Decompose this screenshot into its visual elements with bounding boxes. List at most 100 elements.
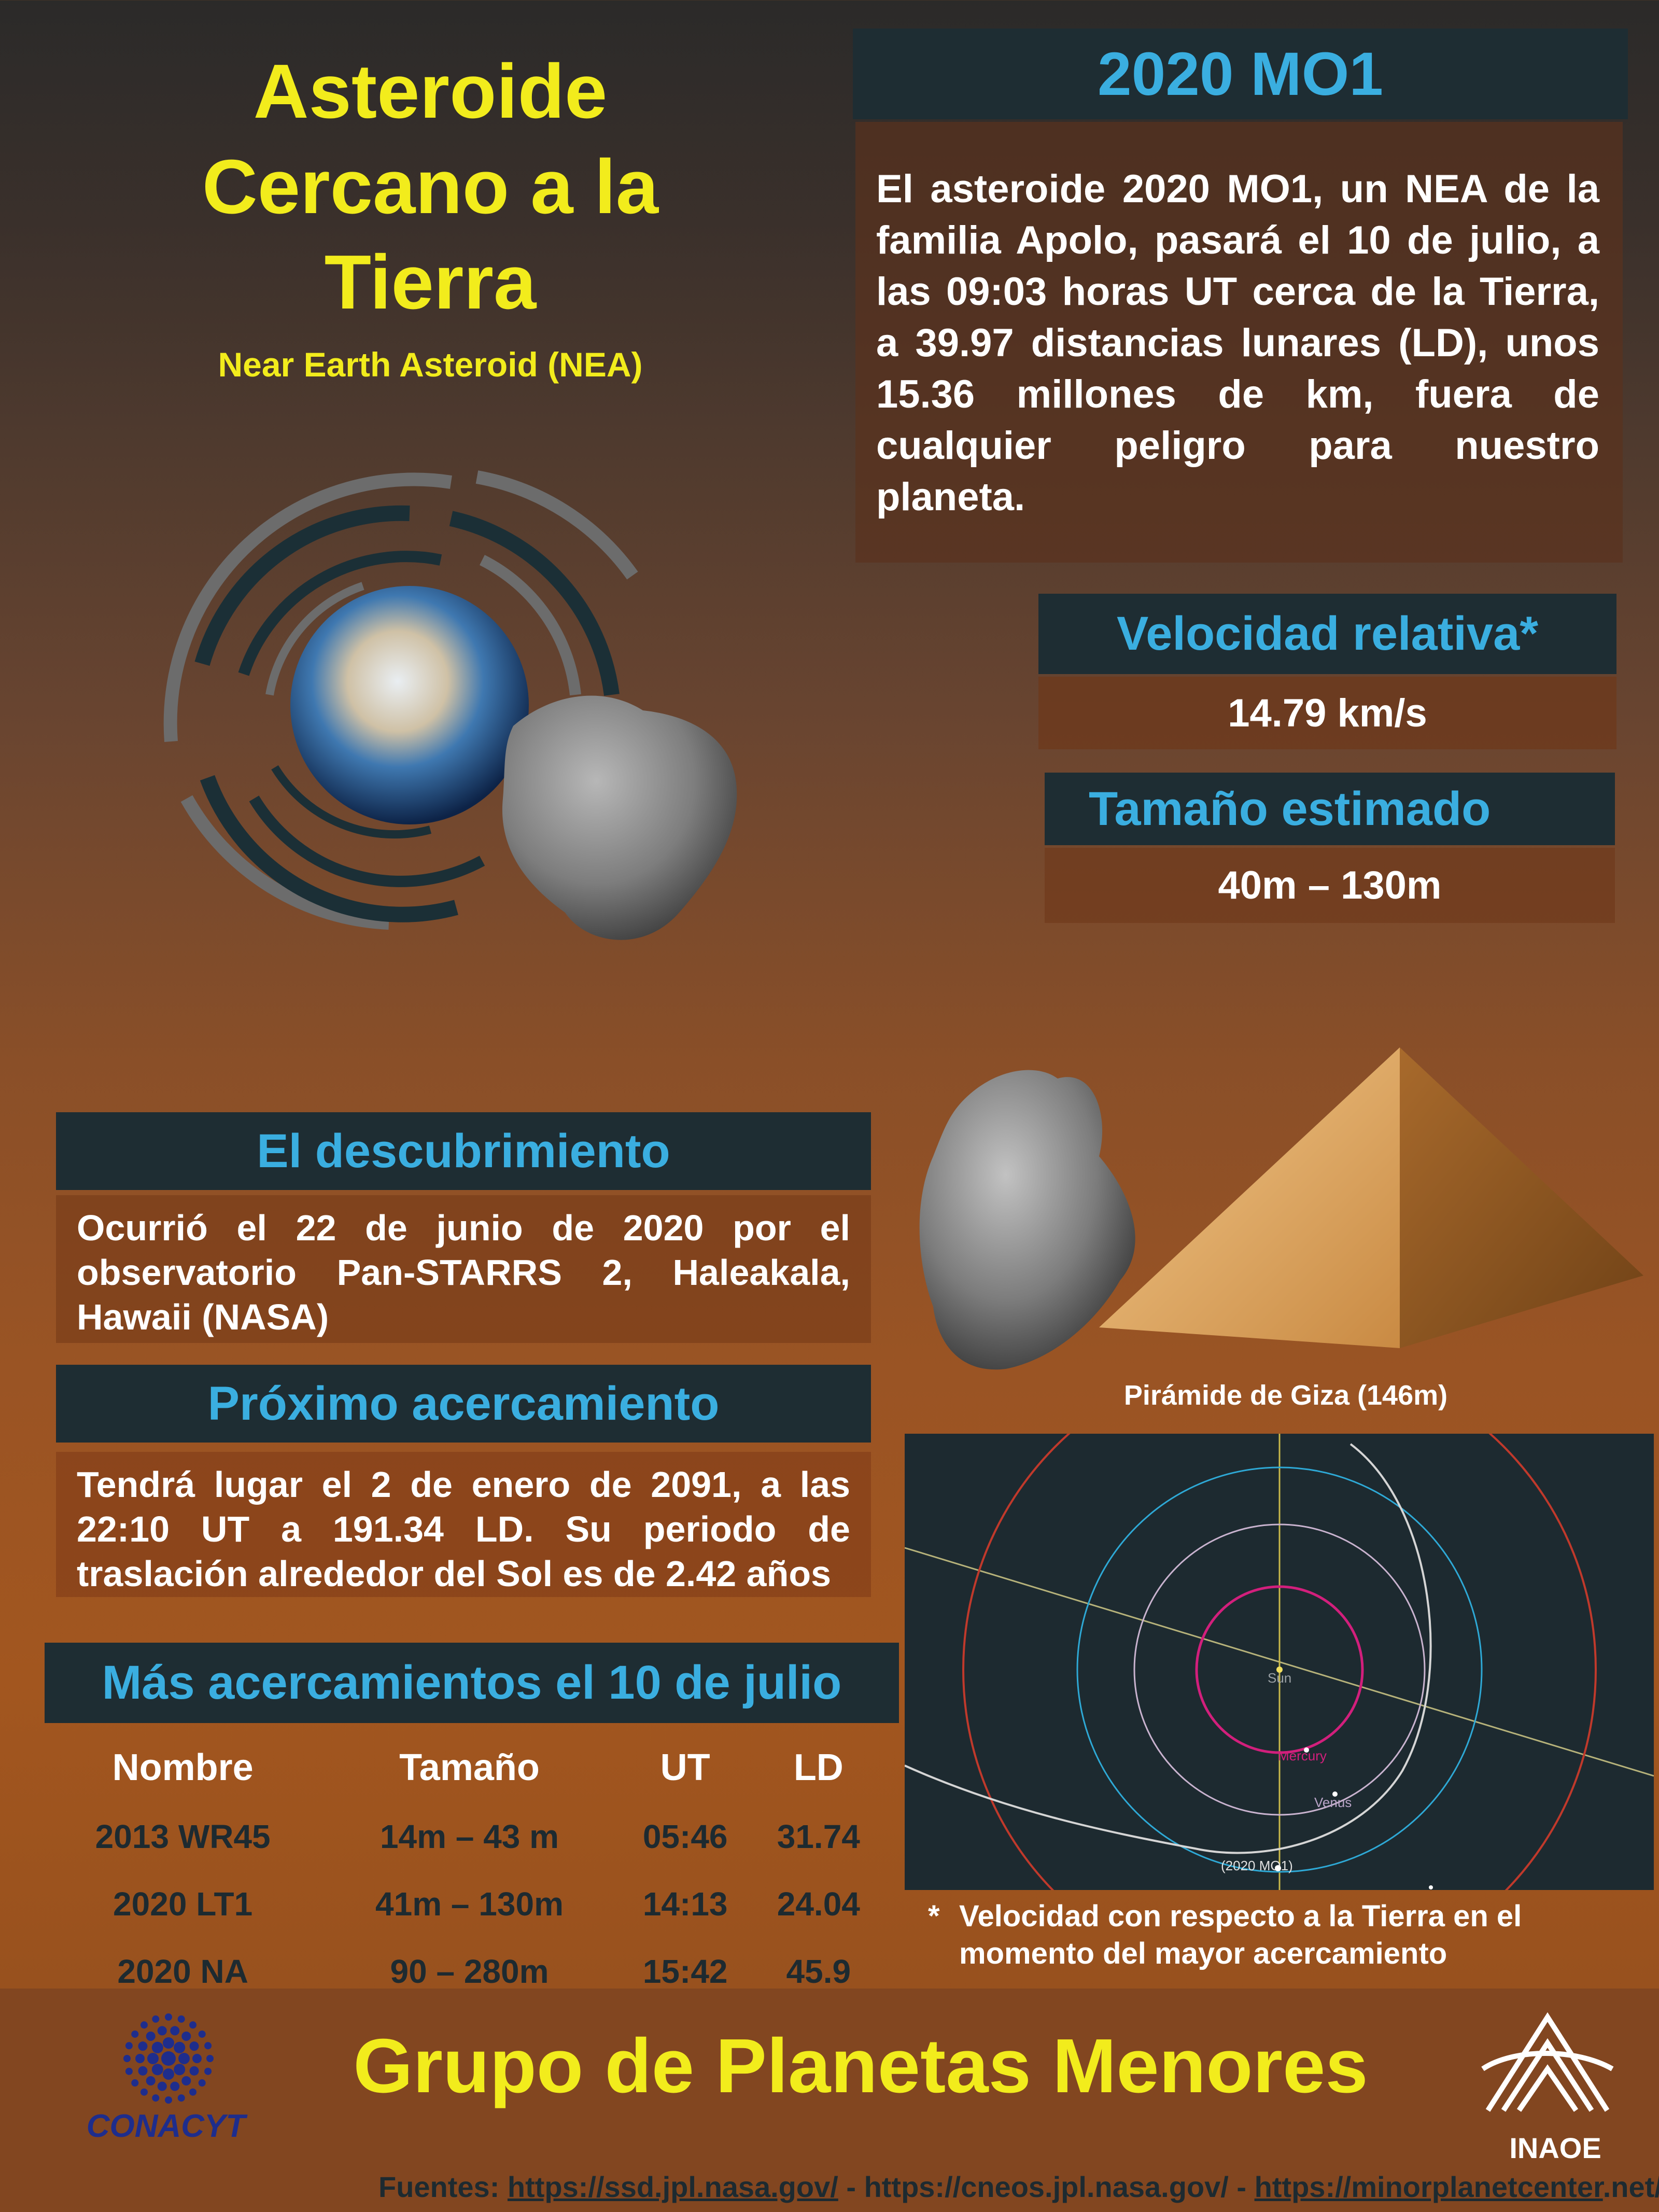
orbit-diagram: Sun Mercury Venus (2020 MO1) <box>905 1434 1654 1890</box>
conacyt-dot <box>198 2079 206 2087</box>
group-title: Grupo de Planetas Menores <box>353 2023 1368 2109</box>
conacyt-dot <box>151 2064 163 2076</box>
conacyt-dot <box>161 2051 176 2066</box>
asteroid-pyramid-illustration <box>919 1047 1643 1370</box>
source-separator: - <box>846 2171 856 2203</box>
table-cell: 2020 NA <box>117 1953 248 1990</box>
title-line-2: Cercano a la <box>202 144 659 230</box>
source-link-cneos[interactable]: https://cneos.jpl.nasa.gov/ <box>864 2171 1229 2203</box>
footnote: * Velocidad con respecto a la Tierra en … <box>928 1898 1633 1972</box>
conacyt-dot <box>125 2067 133 2075</box>
table-cell: 2013 WR45 <box>95 1818 271 1855</box>
conacyt-dot <box>174 2064 186 2076</box>
giza-caption: Pirámide de Giza (146m) <box>1123 1380 1448 1411</box>
inaoe-label: INAOE <box>1509 2132 1601 2164</box>
conacyt-dot <box>181 2031 191 2041</box>
sun-marker <box>1276 1667 1283 1673</box>
conacyt-dot <box>157 2081 167 2091</box>
column-header: LD <box>793 1746 843 1788</box>
discovery-body: Ocurrió el 22 de junio de 2020 por el ob… <box>56 1195 871 1343</box>
source-link-ssd[interactable]: https://ssd.jpl.nasa.gov/ <box>507 2171 838 2203</box>
footer-band <box>0 1989 1659 2212</box>
velocity-heading: Velocidad relativa* <box>1038 594 1616 674</box>
size-value: 40m – 130m <box>1045 848 1615 923</box>
conacyt-dot <box>123 2055 131 2062</box>
conacyt-dot <box>140 2021 148 2029</box>
subtitle: Near Earth Asteroid (NEA) <box>218 345 643 384</box>
conacyt-dot <box>146 2031 156 2041</box>
table-cell: 2020 LT1 <box>113 1885 253 1923</box>
source-link-mpc[interactable]: https://minorplanetcenter <box>1254 2171 1603 2203</box>
conacyt-dot <box>181 2076 191 2086</box>
column-header: Tamaño <box>399 1746 540 1788</box>
conacyt-dot <box>170 2081 180 2091</box>
mercury-marker <box>1304 1747 1309 1753</box>
velocity-value: 14.79 km/s <box>1038 677 1616 749</box>
mo1-description: El asteroide 2020 MO1, un NEA de la fami… <box>855 122 1623 563</box>
conacyt-dot <box>140 2088 148 2096</box>
conacyt-dot <box>204 2067 212 2075</box>
mercury-orbit <box>1195 1585 1364 1754</box>
source-link-mpc-tail[interactable]: .net/ <box>1602 2171 1659 2203</box>
conacyt-label: CONACYT <box>86 2108 246 2144</box>
conacyt-dot <box>177 2015 185 2023</box>
next-approach-body: Tendrá lugar el 2 de enero de 2091, a la… <box>56 1452 871 1597</box>
conacyt-dot <box>189 2021 197 2029</box>
conacyt-dot <box>151 2041 163 2053</box>
conacyt-dot <box>165 2013 172 2021</box>
sun-label: Sun <box>1268 1670 1291 1686</box>
conacyt-dot <box>165 2096 172 2104</box>
inaoe-logo-icon <box>1481 2012 1614 2112</box>
venus-marker <box>1332 1791 1338 1797</box>
source-separator: - <box>1236 2171 1247 2203</box>
conacyt-dot <box>192 2054 202 2063</box>
column-header: Nombre <box>112 1746 254 1788</box>
approaches-table: Nombre Tamaño UT LD 2013 WR45 14m – 43 m… <box>45 1732 884 2005</box>
sources-label: Fuentes: <box>378 2171 500 2203</box>
conacyt-dot <box>135 2054 145 2063</box>
pyramid-right-face <box>1400 1047 1643 1348</box>
conacyt-dot <box>178 2053 190 2064</box>
footnote-star: * <box>928 1899 940 1933</box>
conacyt-dot <box>138 2066 148 2076</box>
conacyt-dot <box>138 2041 148 2051</box>
table-cell: 90 – 280m <box>390 1953 549 1990</box>
conacyt-dot <box>152 2094 160 2102</box>
next-approach-heading: Próximo acercamiento <box>56 1365 871 1443</box>
discovery-heading: El descubrimiento <box>56 1112 871 1190</box>
table-cell: 24.04 <box>777 1885 860 1923</box>
earth-asteroid-illustration <box>163 470 737 940</box>
conacyt-dot <box>163 2068 174 2080</box>
table-cell: 14m – 43 m <box>379 1818 559 1855</box>
mo1-heading: 2020 MO1 <box>853 29 1628 119</box>
mars-marker <box>1429 1885 1433 1889</box>
table-row: 2020 NA 90 – 280m 15:42 45.9 <box>45 1938 884 2005</box>
conacyt-dot <box>170 2026 180 2036</box>
conacyt-dot <box>152 2015 160 2023</box>
conacyt-dot <box>198 2030 206 2038</box>
asteroid-rock <box>502 695 737 940</box>
title-line-3: Tierra <box>324 240 537 325</box>
table-header-row: Nombre Tamaño UT LD <box>45 1732 884 1803</box>
title-line-1: Asteroide <box>253 49 608 134</box>
conacyt-dot <box>189 2041 199 2051</box>
footnote-text: Velocidad con respecto a la Tierra en el… <box>959 1899 1522 1970</box>
asteroid-label: (2020 MO1) <box>1221 1858 1293 1873</box>
sources-line: Fuentes: https://ssd.jpl.nasa.gov/ - htt… <box>378 2170 1659 2204</box>
conacyt-dot <box>157 2026 167 2036</box>
more-approaches-heading: Más acercamientos el 10 de julio <box>45 1643 899 1723</box>
conacyt-dot <box>131 2079 139 2087</box>
conacyt-dot <box>206 2055 214 2062</box>
table-cell: 41m – 130m <box>375 1885 564 1923</box>
mercury-label: Mercury <box>1278 1748 1327 1763</box>
conacyt-dot <box>125 2042 133 2050</box>
table-cell: 05:46 <box>642 1818 728 1855</box>
conacyt-logo-icon <box>123 2013 214 2104</box>
pyramid-left-face <box>1099 1047 1400 1348</box>
conacyt-dot <box>131 2030 139 2038</box>
asteroid-orbit <box>905 1443 1432 1854</box>
earth-marker <box>1275 1865 1281 1871</box>
earth-orbit <box>1076 1466 1483 1873</box>
conacyt-dot <box>146 2076 156 2086</box>
asteroid-rock-2 <box>919 1070 1135 1370</box>
